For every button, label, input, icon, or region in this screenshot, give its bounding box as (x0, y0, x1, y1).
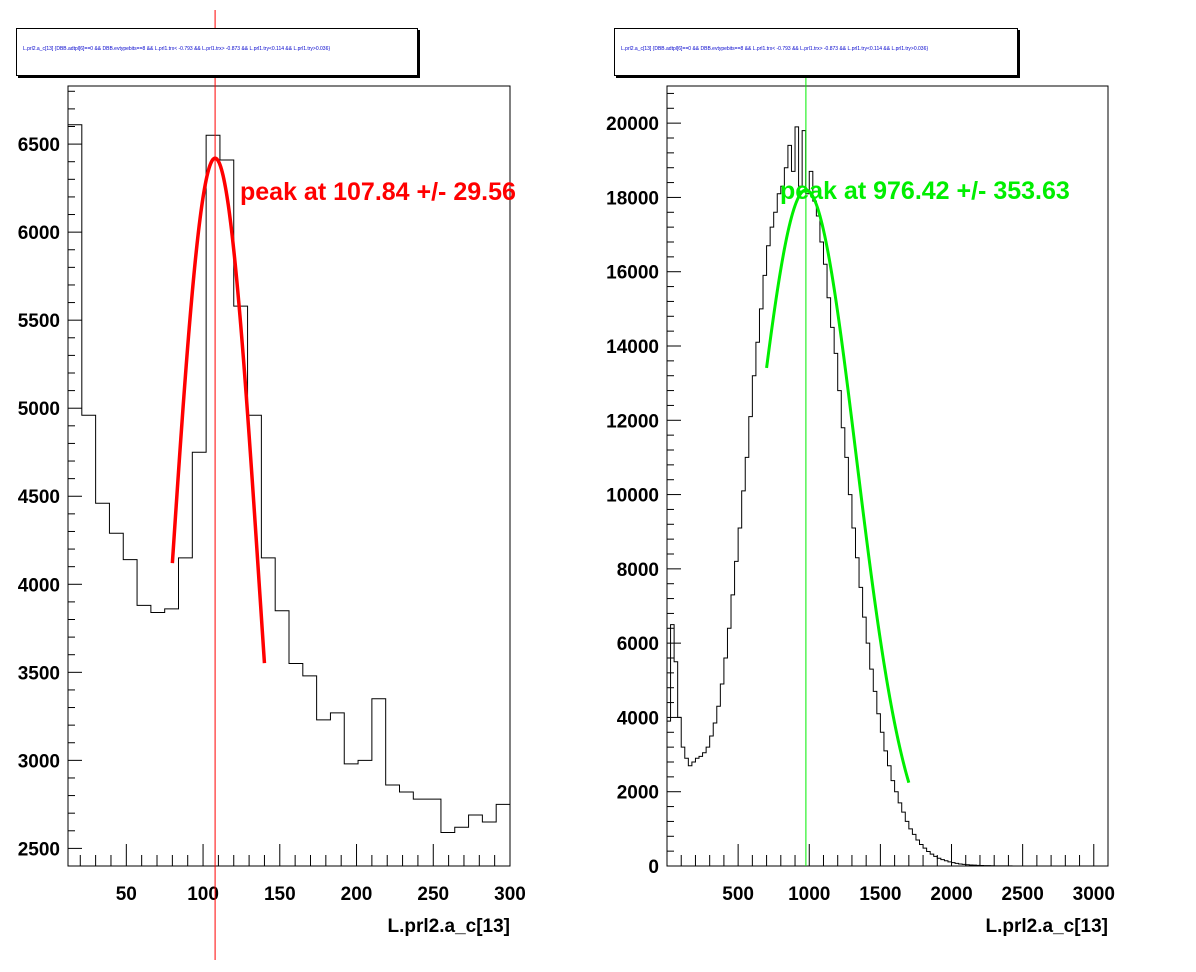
y-tick-label: 16000 (606, 263, 659, 284)
x-axis-label: L.prl2.a_c[13] (986, 916, 1109, 937)
x-tick-label: 300 (494, 884, 526, 905)
gaussian-fit-curve (170, 156, 267, 664)
right-histogram-panel: 0 2000 4000 6000 8000 10000 12000 14000 16000 180… (606, 70, 1115, 937)
x-tick-label: 500 (722, 884, 754, 905)
y-tick-label: 6000 (617, 634, 659, 655)
histogram-series (68, 124, 510, 834)
x-tick-label: 3000 (1073, 884, 1115, 905)
y-tick-label: 2000 (617, 783, 659, 804)
y-tick-label: 8000 (617, 560, 659, 581)
y-tick-label: 4500 (18, 487, 60, 508)
fit-peak-label: peak at 107.84 +/- 29.56 (240, 178, 516, 206)
y-tick-label: 10000 (606, 486, 659, 507)
y-tick-label: 3500 (18, 663, 60, 684)
fit-peak-label: peak at 976.42 +/- 353.63 (780, 177, 1070, 205)
x-tick-label: 50 (116, 884, 137, 905)
y-tick-label: 4000 (617, 708, 659, 729)
y-tick-label: 3000 (18, 751, 60, 772)
left-cut-title-box: L.prl2.a_c[13] {DBB.adtpl[6]==0 && DBB.e… (16, 28, 418, 76)
x-tick-label: 1000 (788, 884, 830, 905)
gaussian-fit-curve (765, 188, 911, 784)
plot-frame (666, 85, 1109, 867)
left-histogram-panel: 2500 3000 3500 4000 4500 5000 5500 6000 6500 50 10… (18, 10, 526, 960)
y-tick-label: 5500 (18, 311, 60, 332)
x-tick-label: 2000 (930, 884, 972, 905)
x-tick-label: 150 (264, 884, 296, 905)
x-tick-label: 250 (417, 884, 449, 905)
x-tick-label: 1500 (859, 884, 901, 905)
plot-frame (67, 85, 511, 867)
right-cut-title: L.prl2.a_c[13] {DBB.adtpl[6]==0 && DBB.e… (621, 46, 929, 52)
y-tick-label: 6000 (18, 223, 60, 244)
y-tick-label: 20000 (606, 114, 659, 135)
y-tick-label: 5000 (18, 399, 60, 420)
y-tick-label: 14000 (606, 337, 659, 358)
x-tick-label: 100 (187, 884, 219, 905)
y-tick-label: 6500 (18, 135, 60, 156)
y-tick-label: 12000 (606, 411, 659, 432)
x-axis-label: L.prl2.a_c[13] (388, 916, 511, 937)
y-tick-label: 18000 (606, 188, 659, 209)
y-tick-label: 0 (648, 857, 659, 878)
histogram-series (667, 126, 1108, 867)
right-cut-title-box: L.prl2.a_c[13] {DBB.adtpl[6]==0 && DBB.e… (614, 28, 1018, 76)
y-tick-label: 4000 (18, 575, 60, 596)
x-tick-label: 2500 (1002, 884, 1044, 905)
y-tick-label: 2500 (18, 839, 60, 860)
left-cut-title: L.prl2.a_c[13] {DBB.adtpl[6]==0 && DBB.e… (23, 46, 331, 52)
x-tick-label: 200 (341, 884, 373, 905)
